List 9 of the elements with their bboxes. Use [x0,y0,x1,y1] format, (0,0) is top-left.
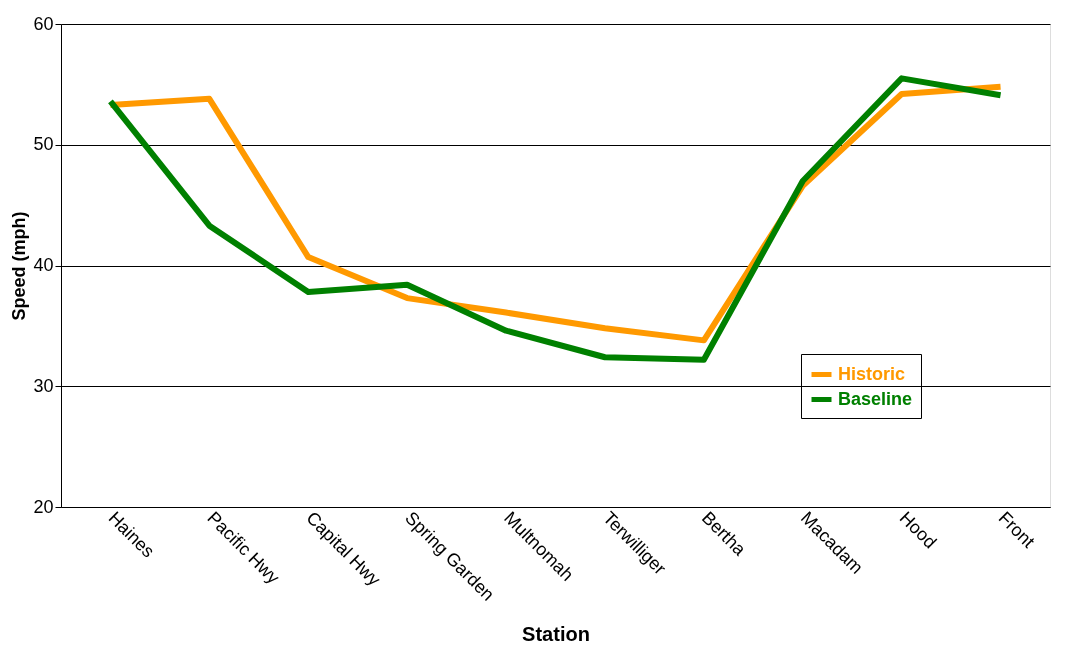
y-axis-title: Speed (mph) [9,211,30,321]
y-tick-label: 50 [33,134,54,155]
y-tick-label: 60 [33,13,54,34]
y-tick-label: 40 [33,255,54,275]
x-axis-title: Station [522,622,590,645]
y-tick-label: 20 [33,496,54,517]
legend-label: Historic [838,363,906,384]
legend-label: Baseline [838,388,913,409]
y-tick-label: 30 [33,375,54,396]
